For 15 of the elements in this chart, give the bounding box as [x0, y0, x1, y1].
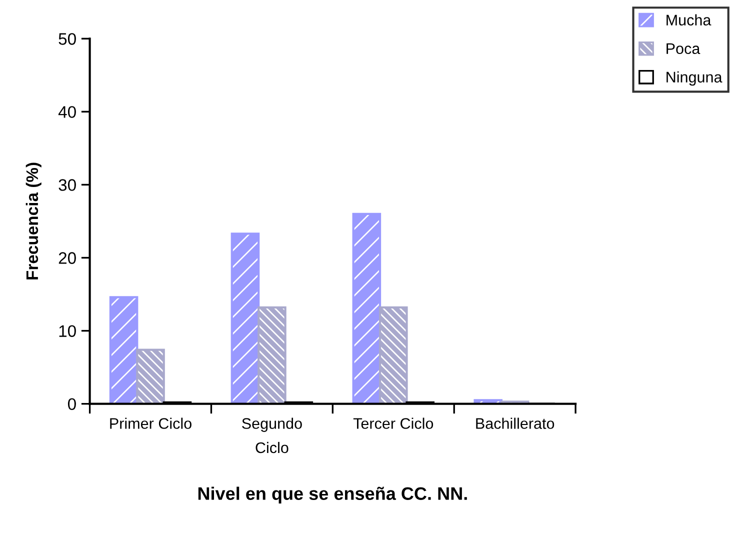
y-tick-label: 30: [58, 179, 76, 191]
x-axis-title: Nivel en que se enseña CC. NN.: [198, 486, 467, 504]
legend-label: Poca: [666, 43, 700, 54]
x-tick-label: Bachillerato: [476, 418, 554, 429]
legend-label: Mucha: [666, 14, 712, 26]
x-tick-label: Tercer Ciclo: [353, 418, 434, 429]
y-tick-label: 10: [59, 325, 76, 337]
x-tick-label: Primer Ciclo: [110, 418, 192, 429]
y-tick-label: 20: [58, 252, 76, 264]
legend-label: Ninguna: [666, 71, 722, 86]
y-tick-label: 0: [68, 398, 76, 410]
y-axis-title: Frecuencia (%): [26, 162, 42, 280]
x-tick-label: Segundo Ciclo: [242, 418, 302, 454]
y-tick-label: 40: [58, 106, 76, 118]
y-tick-label: 50: [58, 33, 76, 45]
